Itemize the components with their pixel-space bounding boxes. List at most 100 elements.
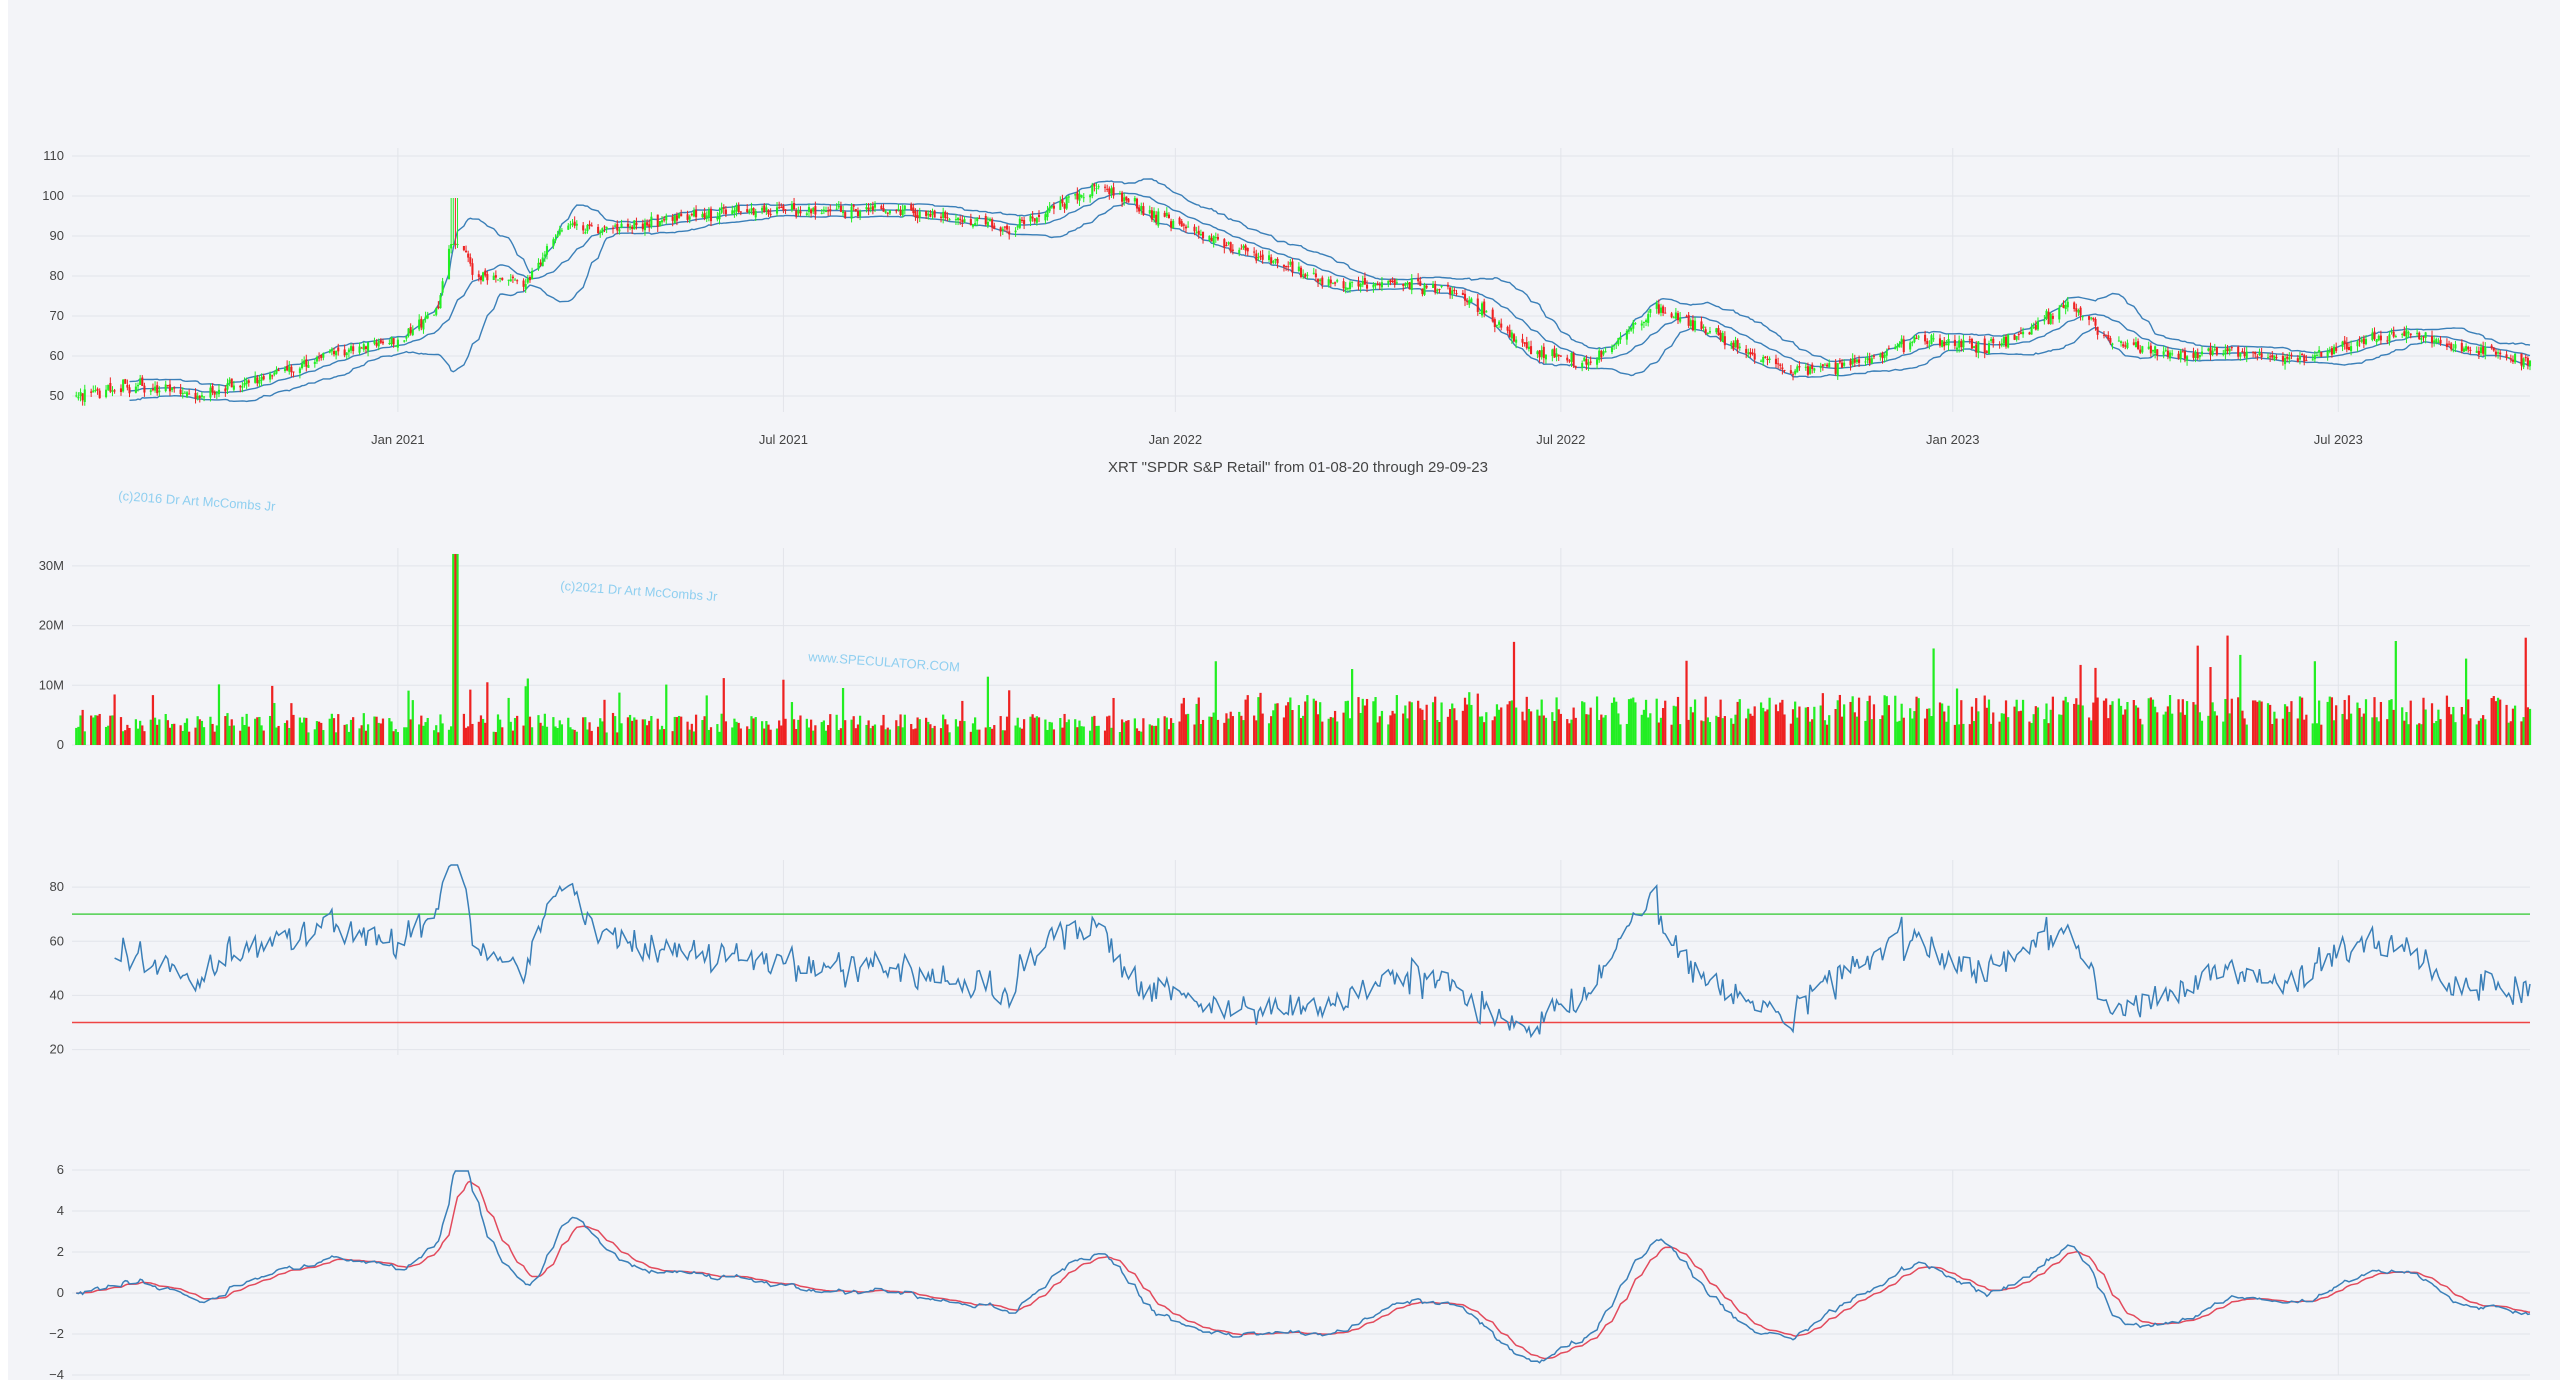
volume-bar xyxy=(1336,721,1339,745)
volume-bar xyxy=(1257,697,1260,745)
volume-bar xyxy=(2207,715,2210,745)
candle-body xyxy=(1953,339,1956,346)
volume-bar xyxy=(1574,717,1577,745)
volume-bar xyxy=(1197,697,1200,745)
volume-bar xyxy=(690,723,693,745)
volume-bar xyxy=(2469,718,2472,745)
candle-body xyxy=(2507,357,2510,359)
volume-bar xyxy=(1868,695,1871,745)
volume-bar xyxy=(552,717,555,745)
candle-body xyxy=(2177,353,2180,359)
candle-body xyxy=(827,210,830,212)
volume-bar xyxy=(1960,700,1963,745)
volume-bar xyxy=(537,715,540,745)
volume-bar xyxy=(226,713,229,745)
volume-bar xyxy=(2087,717,2091,745)
y-tick-label: 20M xyxy=(39,618,64,633)
candle-body xyxy=(739,211,742,213)
volume-bar xyxy=(243,724,246,745)
volume-bar xyxy=(1661,708,1665,745)
volume-bar xyxy=(1849,701,1852,745)
candle-body xyxy=(1617,337,1620,345)
volume-bar xyxy=(752,718,755,745)
candle-body xyxy=(1419,281,1422,286)
volume-bar xyxy=(895,720,898,745)
volume-bar xyxy=(1169,718,1173,745)
volume-bar xyxy=(971,723,975,745)
volume-bar xyxy=(1246,695,1249,745)
candle-body xyxy=(797,210,800,214)
volume-bar xyxy=(1067,719,1070,745)
candle-body xyxy=(1127,198,1130,203)
volume-bar xyxy=(292,714,295,745)
candle-body xyxy=(1751,352,1754,355)
volume-bar xyxy=(411,700,414,745)
volume-bar xyxy=(1112,697,1115,745)
candle-body xyxy=(1998,344,2001,346)
candle-body xyxy=(407,328,410,337)
volume-bar xyxy=(2433,723,2436,745)
candle-body xyxy=(1930,335,1933,345)
volume-bar xyxy=(596,726,600,745)
volume-bar xyxy=(1212,712,1215,745)
volume-bar xyxy=(2358,708,2361,745)
volume-bar xyxy=(1955,688,1959,745)
volume-bar xyxy=(1732,723,1735,745)
volume-bar xyxy=(396,732,400,745)
volume-bar xyxy=(1289,697,1292,745)
candle-body xyxy=(1093,184,1096,187)
volume-bar xyxy=(2401,707,2404,745)
candle-body xyxy=(98,390,101,399)
volume-bar xyxy=(1050,722,1053,745)
volume-bar xyxy=(2162,714,2165,745)
volume-bar xyxy=(1808,721,1812,745)
volume-bar xyxy=(104,726,108,745)
volume-bar xyxy=(837,729,840,745)
volume-bar xyxy=(1276,703,1279,745)
volume-bar xyxy=(313,729,316,745)
candle-body xyxy=(2094,319,2097,326)
volume-bar xyxy=(1992,712,1995,745)
candle-body xyxy=(254,376,257,383)
candle-body xyxy=(1240,248,1243,250)
candle-body xyxy=(748,210,751,213)
volume-bar xyxy=(328,718,331,745)
candle-body xyxy=(2226,347,2229,352)
candle-body xyxy=(215,393,218,395)
candle-body xyxy=(1885,351,1888,356)
volume-bar xyxy=(1664,700,1667,745)
volume-bar xyxy=(2036,707,2040,745)
volume-bar xyxy=(716,724,719,745)
volume-bar xyxy=(754,717,757,745)
candle-body xyxy=(1016,226,1019,228)
volume-bar xyxy=(1500,707,1503,745)
volume-bar xyxy=(2300,697,2304,745)
candle-body xyxy=(805,213,808,215)
candle-body xyxy=(124,379,127,384)
volume-bar xyxy=(1872,704,1876,745)
volume-bar xyxy=(2179,712,2182,745)
volume-bar xyxy=(1485,712,1488,745)
candle-body xyxy=(273,372,276,375)
volume-bar xyxy=(322,730,325,745)
candle-body xyxy=(2390,331,2393,333)
volume-bar xyxy=(780,725,783,745)
candle-body xyxy=(2273,355,2276,360)
volume-bar xyxy=(2034,706,2037,745)
volume-bar xyxy=(1745,718,1748,745)
volume-bar xyxy=(2105,698,2108,745)
candle-body xyxy=(1342,281,1345,289)
volume-bar xyxy=(1186,713,1190,745)
candle-body xyxy=(2492,348,2495,351)
candle-body xyxy=(241,386,244,388)
volume-bar xyxy=(213,731,216,745)
candle-body xyxy=(1806,366,1809,375)
candle-body xyxy=(1425,285,1428,288)
volume-bar xyxy=(1764,711,1767,745)
bollinger-upper xyxy=(129,178,2531,387)
candle-body xyxy=(597,226,600,234)
candle-body xyxy=(2196,352,2199,359)
volume-bar xyxy=(1553,720,1556,745)
volume-bar xyxy=(1410,702,1413,745)
volume-bar xyxy=(543,713,546,745)
